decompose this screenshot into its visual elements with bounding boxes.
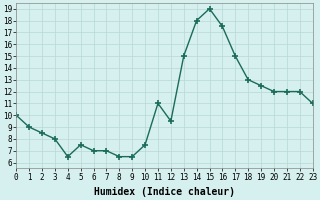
X-axis label: Humidex (Indice chaleur): Humidex (Indice chaleur) xyxy=(94,187,235,197)
